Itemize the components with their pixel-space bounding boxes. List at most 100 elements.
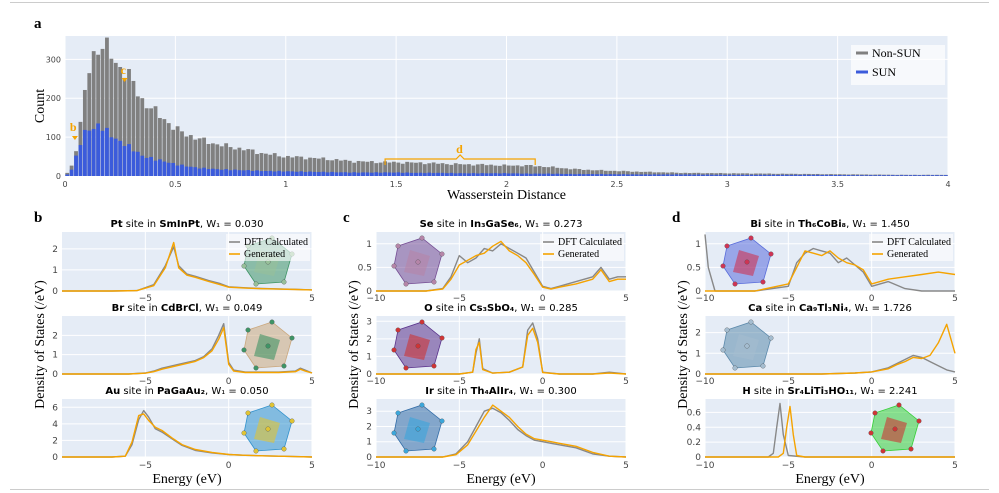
sun-bar [462, 173, 467, 176]
sun-bar [921, 175, 926, 176]
non-sun-bar [259, 153, 264, 176]
dos-y-tick-label: 6 [52, 403, 58, 413]
non-sun-bar [515, 165, 520, 176]
crystal-structure-illustration [720, 235, 774, 287]
sun-bar [387, 172, 392, 176]
sun-bar [621, 174, 626, 176]
sun-bar [166, 162, 171, 176]
crystal-structure-illustration [391, 235, 445, 287]
sun-bar [895, 175, 900, 176]
dft-calculated-line [376, 407, 627, 458]
non-sun-bar [471, 165, 476, 176]
sun-bar [820, 174, 825, 176]
panel-a-x-tick-label: 0.5 [169, 180, 182, 189]
sun-bar [626, 174, 630, 176]
sun-bar [193, 167, 198, 176]
non-sun-bar [158, 118, 162, 176]
dos-y-tick-label: 0 [695, 287, 701, 297]
sun-bar [272, 171, 277, 176]
sun-bar [709, 174, 714, 176]
dos-y-tick-label: 2 [52, 436, 58, 446]
panel-a-x-tick-label: 1 [283, 180, 288, 189]
crystal-atom [391, 430, 397, 436]
sun-bar [347, 172, 352, 176]
sun-bar [617, 174, 621, 176]
sun-bar [453, 173, 458, 176]
sun-bar [736, 174, 741, 176]
sun-bar [603, 174, 608, 176]
dos-title-element: Pt [110, 219, 122, 230]
non-sun-bar [612, 170, 617, 176]
sun-bar [842, 175, 847, 176]
non-sun-bar [140, 98, 145, 176]
sun-bar [776, 174, 780, 176]
non-sun-bar [290, 157, 295, 176]
sun-bar [489, 173, 493, 176]
sun-bar [692, 174, 697, 176]
sun-bar [158, 159, 162, 176]
non-sun-bar [286, 155, 290, 176]
non-sun-bar [678, 173, 683, 176]
crystal-atom [241, 430, 247, 436]
sun-bar [851, 175, 855, 176]
dos-x-tick-label: 0 [869, 461, 875, 471]
dos-title-site-text: site in [751, 386, 788, 397]
sun-bar [687, 174, 692, 176]
dos-y-tick-label: 3 [366, 407, 372, 417]
non-sun-bar [215, 144, 220, 176]
non-sun-bar [595, 170, 599, 176]
sun-bar [648, 174, 652, 176]
sun-bar [524, 173, 529, 176]
sun-bar [678, 174, 683, 176]
sun-bar [418, 172, 423, 176]
dos-title-w-text: , W₁ = 0.285 [514, 303, 578, 314]
crystal-atom [415, 259, 421, 265]
sun-bar [807, 174, 811, 176]
non-sun-bar [506, 165, 511, 176]
sun-bar [277, 170, 282, 176]
dos-y-tick-label: 0 [52, 287, 58, 297]
sun-bar [436, 172, 440, 176]
non-sun-bar [621, 170, 626, 176]
non-sun-bar [387, 162, 392, 176]
dos-x-tick-label: −10 [696, 294, 715, 304]
non-sun-bar [440, 163, 445, 176]
non-sun-bar [714, 173, 719, 176]
dos-x-tick-label: −5 [782, 461, 795, 471]
dos-legend-box [540, 234, 624, 261]
crystal-structure-illustration [391, 402, 445, 454]
crystal-atom [281, 279, 287, 285]
non-sun-bar [343, 159, 348, 176]
sun-bar [197, 168, 202, 176]
sun-bar [400, 172, 405, 176]
sun-bar [586, 174, 591, 176]
non-sun-bar [100, 48, 105, 176]
non-sun-bar [118, 66, 123, 176]
non-sun-bar [347, 160, 352, 176]
sun-bar [383, 172, 387, 176]
non-sun-bar [670, 172, 674, 176]
dos-x-tick-label: 5 [623, 377, 629, 387]
dos-x-tick-label: 0 [869, 377, 875, 387]
panel-a-x-tick-label: 3.5 [831, 180, 844, 189]
crystal-structure-illustration [391, 319, 445, 371]
sun-bar [683, 174, 688, 176]
dos-title-site-text: site in [123, 219, 160, 230]
generated-line [376, 240, 626, 292]
panel-a-y-axis-title: Count [33, 89, 48, 123]
crystal-atom [768, 251, 774, 257]
sun-bar [595, 174, 599, 176]
sun-bar [890, 175, 895, 176]
crystal-structure-illustration [720, 319, 774, 371]
sun-bar [202, 167, 206, 176]
non-sun-bar [767, 173, 772, 176]
crystal-atom [916, 418, 922, 424]
crystal-atom [419, 402, 425, 408]
sun-bar [740, 174, 745, 176]
sun-bar [656, 174, 661, 176]
dos-x-tick-label: 5 [309, 461, 315, 471]
sun-bar [206, 169, 211, 176]
non-sun-bar [356, 160, 361, 176]
dos-x-tick-label: −10 [367, 461, 386, 471]
